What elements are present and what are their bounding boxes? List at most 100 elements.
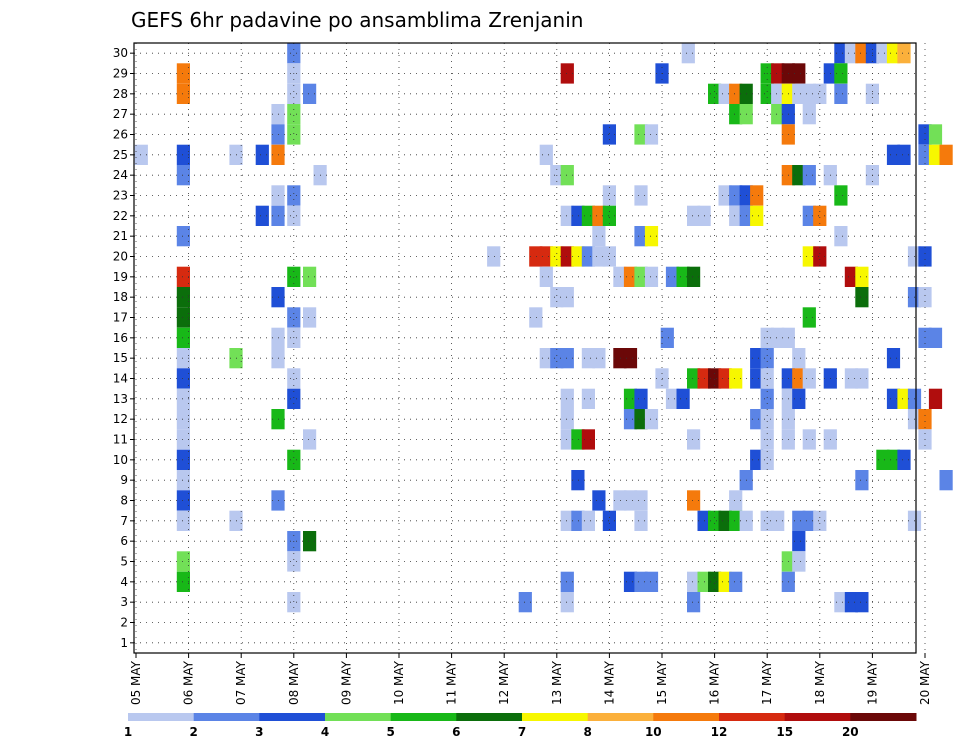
- y-axis: 1234567891011121314151617181920212223242…: [113, 46, 134, 650]
- heatmap-cell: [176, 571, 190, 592]
- y-tick-label: 8: [120, 494, 128, 508]
- legend-label: 15: [776, 725, 793, 739]
- heatmap-cell: [834, 43, 848, 64]
- heatmap-cell: [560, 63, 574, 84]
- legend-swatch: [325, 713, 392, 721]
- heatmap-cell: [718, 510, 732, 531]
- legend-label: 6: [452, 725, 460, 739]
- heatmap-cell: [560, 571, 574, 592]
- heatmap-cell: [729, 368, 743, 389]
- y-tick-label: 25: [113, 148, 128, 162]
- heatmap-cell: [813, 510, 827, 531]
- heatmap-cell: [687, 368, 701, 389]
- heatmap-cell: [676, 266, 690, 287]
- heatmap-cell: [802, 246, 816, 267]
- heatmap-cell: [602, 124, 616, 145]
- y-tick-label: 24: [113, 168, 128, 182]
- x-tick-label: 05 MAY: [129, 660, 143, 705]
- heatmap-cell: [886, 144, 901, 165]
- x-tick-label: 09 MAY: [339, 660, 353, 705]
- heatmap-cell: [834, 83, 848, 104]
- heatmap-cell: [802, 165, 816, 186]
- heatmap-cell: [176, 327, 190, 348]
- heatmap-cell: [560, 165, 574, 186]
- y-tick-label: 21: [113, 229, 128, 243]
- heatmap-cell: [623, 490, 638, 511]
- heatmap-cell: [897, 449, 911, 470]
- heatmap-cell: [718, 368, 732, 389]
- heatmap-cell: [760, 348, 774, 369]
- heatmap-cell: [644, 266, 659, 287]
- heatmap-cell: [681, 43, 695, 64]
- x-tick-label: 11 MAY: [445, 660, 459, 705]
- heatmap-cell: [644, 226, 659, 247]
- heatmap-cell: [792, 368, 806, 389]
- y-tick-label: 28: [113, 87, 128, 101]
- legend-swatch: [390, 713, 457, 721]
- heatmap-cell: [687, 592, 701, 613]
- heatmap-cell: [897, 144, 911, 165]
- x-tick-label: 19 MAY: [865, 660, 879, 705]
- heatmap-cell: [802, 83, 816, 104]
- x-tick-label: 06 MAY: [182, 660, 196, 705]
- heatmap-cell: [855, 368, 869, 389]
- heatmap-cell: [560, 246, 574, 267]
- y-tick-label: 10: [113, 453, 128, 467]
- heatmap-cell: [176, 551, 190, 572]
- y-tick-label: 5: [120, 555, 128, 569]
- heatmap-cell: [176, 144, 190, 165]
- heatmap-cell: [834, 185, 848, 206]
- legend-swatch: [653, 713, 720, 721]
- y-tick-label: 6: [120, 534, 128, 548]
- heatmap-cell: [855, 470, 869, 491]
- heatmap-cell: [729, 205, 743, 226]
- heatmap-cell: [886, 449, 901, 470]
- heatmap-cell: [750, 409, 764, 430]
- heatmap-cell: [550, 287, 564, 308]
- heatmap-cell: [634, 409, 648, 430]
- x-tick-label: 10 MAY: [392, 660, 406, 705]
- heatmap-cell: [623, 571, 638, 592]
- legend-label: 20: [842, 725, 859, 739]
- heatmap-cell: [287, 205, 301, 226]
- heatmap-cell: [918, 246, 932, 267]
- heatmap-cell: [918, 409, 932, 430]
- legend-swatch: [193, 713, 260, 721]
- heatmap-cell: [708, 368, 722, 389]
- heatmap-cell: [255, 205, 269, 226]
- x-tick-label: 20 MAY: [918, 660, 932, 705]
- heatmap-cell: [886, 348, 901, 369]
- heatmap-cell: [571, 470, 585, 491]
- heatmap-cell: [287, 307, 301, 328]
- heatmap-cell: [844, 368, 858, 389]
- heatmap-cell: [792, 165, 806, 186]
- heatmap-cell: [918, 287, 932, 308]
- heatmap-cell: [792, 388, 806, 409]
- heatmap-cell: [771, 510, 785, 531]
- heatmap-cell: [802, 510, 816, 531]
- heatmap-cell: [176, 449, 190, 470]
- heatmap-cell: [844, 592, 858, 613]
- heatmap-cell: [581, 246, 595, 267]
- legend-label: 10: [645, 725, 662, 739]
- heatmap-cell: [602, 246, 616, 267]
- heatmap-cell: [303, 429, 317, 450]
- heatmap-cell: [287, 43, 301, 64]
- heatmap-cell: [802, 307, 816, 328]
- heatmap-cell: [529, 246, 543, 267]
- y-tick-label: 20: [113, 250, 128, 264]
- heatmap-cell: [792, 83, 806, 104]
- heatmap-cell: [487, 246, 501, 267]
- heatmap-cell: [602, 205, 616, 226]
- heatmap-cell: [176, 348, 190, 369]
- heatmap-cell: [771, 63, 785, 84]
- legend-swatch: [259, 713, 326, 721]
- heatmap-cell: [708, 571, 722, 592]
- heatmap-cell: [255, 144, 269, 165]
- heatmap-cell: [176, 226, 190, 247]
- heatmap-cell: [729, 185, 743, 206]
- heatmap-cell: [634, 571, 648, 592]
- heatmap-cell: [750, 185, 764, 206]
- heatmap-cell: [676, 388, 690, 409]
- heatmap-cell: [634, 490, 648, 511]
